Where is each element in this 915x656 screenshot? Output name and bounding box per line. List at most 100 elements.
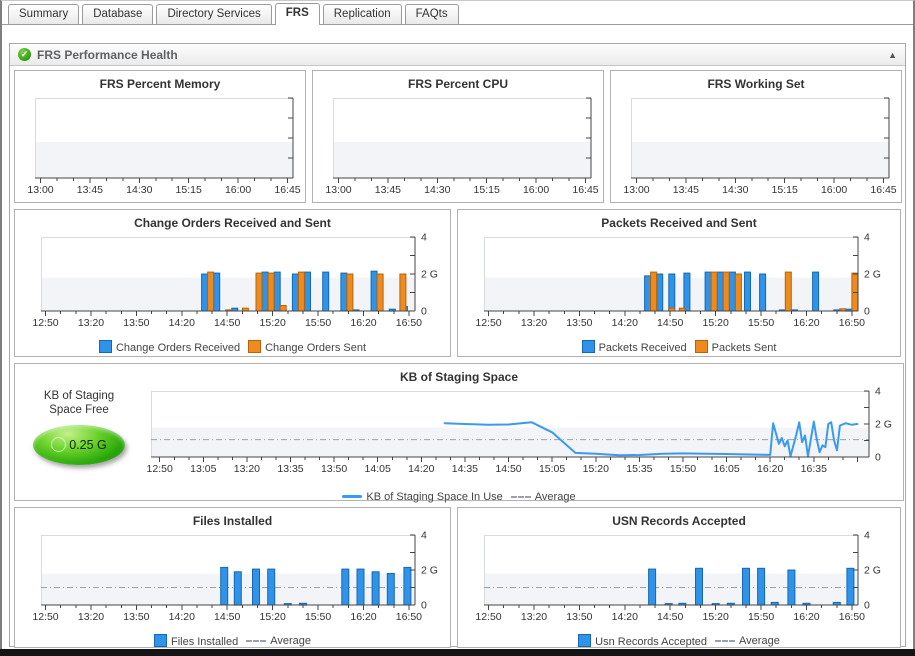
svg-text:16:00: 16:00 — [523, 184, 549, 196]
legend-item: Packets Received — [581, 340, 687, 354]
svg-text:13:00: 13:00 — [325, 184, 351, 196]
svg-text:16:20: 16:20 — [757, 463, 783, 475]
svg-text:15:35: 15:35 — [626, 463, 652, 475]
svg-text:14:20: 14:20 — [408, 463, 434, 475]
svg-text:13:45: 13:45 — [673, 184, 699, 196]
svg-text:15:05: 15:05 — [539, 463, 565, 475]
chart-row-3: KB of Staging Space KB of Staging Space Fr… — [14, 363, 904, 503]
svg-text:16:00: 16:00 — [225, 184, 251, 196]
chart-title: Files Installed — [192, 514, 273, 528]
legend-item: Packets Sent — [694, 340, 776, 354]
svg-text:16:45: 16:45 — [870, 184, 896, 196]
svg-text:13:45: 13:45 — [375, 184, 401, 196]
legend-item: Change Orders Received — [98, 340, 240, 354]
tab-directory-services[interactable]: Directory Services — [156, 4, 272, 24]
svg-text:13:50: 13:50 — [123, 317, 149, 329]
svg-text:15:20: 15:20 — [583, 463, 609, 475]
svg-text:16:50: 16:50 — [396, 317, 422, 329]
chart-panel-co: Change Orders Received and Sent 12:50 13:2… — [14, 209, 451, 357]
gauge-value: 0.25 G — [69, 437, 107, 452]
chart-canvas-ws: 13:00 13:45 14:30 15:15 16:00 16:45 — [623, 97, 897, 196]
svg-text:15:15: 15:15 — [772, 184, 798, 196]
window-bottom-bar — [0, 649, 915, 656]
legend-dash-swatch — [510, 496, 531, 498]
svg-text:4: 4 — [864, 233, 870, 244]
legend-swatch-blue — [153, 634, 167, 647]
svg-text:14:35: 14:35 — [452, 463, 478, 475]
gauge-label: KB of Staging Space Free — [43, 390, 115, 417]
chart-row-2: Change Orders Received and Sent 12:50 13:2… — [14, 209, 901, 357]
svg-text:13:20: 13:20 — [78, 611, 104, 623]
svg-text:16:45: 16:45 — [572, 184, 598, 196]
svg-text:0: 0 — [864, 600, 870, 612]
svg-text:15:50: 15:50 — [748, 611, 774, 623]
tab-frs[interactable]: FRS — [274, 3, 320, 25]
staging-chart-area: 12:50 13:05 13:20 13:35 13:50 14:05 14:20 14:35… — [143, 386, 903, 488]
svg-text:12:50: 12:50 — [32, 317, 58, 329]
health-status-icon: ✓ — [18, 48, 31, 61]
svg-text:12:50: 12:50 — [475, 611, 501, 623]
svg-text:13:50: 13:50 — [566, 611, 592, 623]
tab-replication[interactable]: Replication — [322, 4, 402, 24]
legend-dash-swatch — [715, 640, 736, 642]
staging-space-free-gauge: 0.25 G — [33, 424, 125, 465]
chart-panel-ws: FRS Working Set 13:00 13:45 14:30 15:15 16:00… — [610, 70, 902, 203]
chart-legend: Usn Records Accepted Average — [458, 632, 900, 650]
svg-text:14:20: 14:20 — [169, 317, 195, 329]
chart-legend: Packets Received Packets Sent — [458, 338, 900, 356]
legend-item: KB of Staging Space In Use — [342, 491, 503, 503]
svg-text:13:00: 13:00 — [623, 184, 649, 196]
legend-item: Average — [510, 491, 576, 503]
chart-legend: KB of Staging Space In Use Average — [15, 488, 903, 506]
svg-text:15:50: 15:50 — [305, 611, 331, 623]
svg-text:2 G: 2 G — [875, 419, 892, 431]
svg-text:15:50: 15:50 — [670, 463, 696, 475]
chart-legend: Files Installed Average — [15, 632, 450, 650]
svg-text:14:30: 14:30 — [424, 184, 450, 196]
chart-panel-fi: Files Installed 12:50 13:20 13:50 14:20 14:50… — [14, 507, 451, 648]
svg-text:13:20: 13:20 — [521, 317, 547, 329]
svg-text:14:30: 14:30 — [722, 184, 748, 196]
svg-text:16:20: 16:20 — [793, 317, 819, 329]
svg-text:0: 0 — [864, 306, 870, 318]
legend-swatch-blue — [98, 340, 112, 353]
tab-summary[interactable]: Summary — [8, 4, 80, 24]
legend-item: Change Orders Sent — [248, 340, 366, 354]
chart-row-4: Files Installed 12:50 13:20 13:50 14:20 14:50… — [14, 507, 901, 648]
legend-item: Files Installed — [153, 634, 238, 648]
chart-panel-usn: USN Records Accepted 12:50 13:20 13:50 14:20… — [457, 507, 901, 648]
legend-swatch-blue — [578, 634, 592, 647]
svg-text:15:20: 15:20 — [703, 611, 729, 623]
svg-text:16:20: 16:20 — [793, 611, 819, 623]
svg-text:13:45: 13:45 — [77, 184, 103, 196]
tab-faqts[interactable]: FAQts — [404, 4, 459, 24]
tab-database[interactable]: Database — [82, 4, 154, 24]
svg-text:15:50: 15:50 — [305, 317, 331, 329]
chart-panel-pk: Packets Received and Sent 12:50 13:20 13:50… — [457, 209, 901, 357]
svg-text:14:20: 14:20 — [612, 317, 638, 329]
svg-text:14:50: 14:50 — [214, 611, 240, 623]
svg-text:15:15: 15:15 — [176, 184, 202, 196]
svg-text:16:20: 16:20 — [350, 611, 376, 623]
chart-legend: Change Orders Received Change Orders Sent — [15, 338, 450, 356]
svg-text:4: 4 — [875, 387, 881, 398]
staging-body: KB of Staging Space Free 0.25 G 12:50 13:05 1… — [15, 386, 903, 488]
svg-text:14:05: 14:05 — [365, 463, 391, 475]
chart-panel-cpu: FRS Percent CPU 13:00 13:45 14:30 15:15 16:00… — [312, 70, 604, 203]
svg-text:4: 4 — [864, 531, 870, 542]
svg-text:12:50: 12:50 — [147, 463, 173, 475]
svg-text:4: 4 — [421, 531, 427, 542]
svg-text:2 G: 2 G — [421, 565, 438, 577]
svg-text:14:50: 14:50 — [657, 611, 683, 623]
svg-text:13:35: 13:35 — [277, 463, 303, 475]
svg-text:16:50: 16:50 — [396, 611, 422, 623]
svg-text:16:50: 16:50 — [839, 611, 865, 623]
svg-text:16:45: 16:45 — [274, 184, 300, 196]
chart-canvas-cpu: 13:00 13:45 14:30 15:15 16:00 16:45 — [325, 97, 599, 196]
svg-text:14:50: 14:50 — [214, 317, 240, 329]
tab-bar: Summary Database Directory Services FRS Repl… — [2, 1, 913, 25]
chart-canvas-pk: 12:50 13:20 13:50 14:20 14:50 15:20 15:50 16:20… — [475, 232, 881, 330]
collapse-arrow-icon[interactable]: ▲ — [888, 49, 897, 60]
chart-canvas-stg: 12:50 13:05 13:20 13:35 13:50 14:05 14:20 14:35… — [147, 386, 892, 476]
section-header: ✓ FRS Performance Health ▲ — [10, 44, 905, 66]
